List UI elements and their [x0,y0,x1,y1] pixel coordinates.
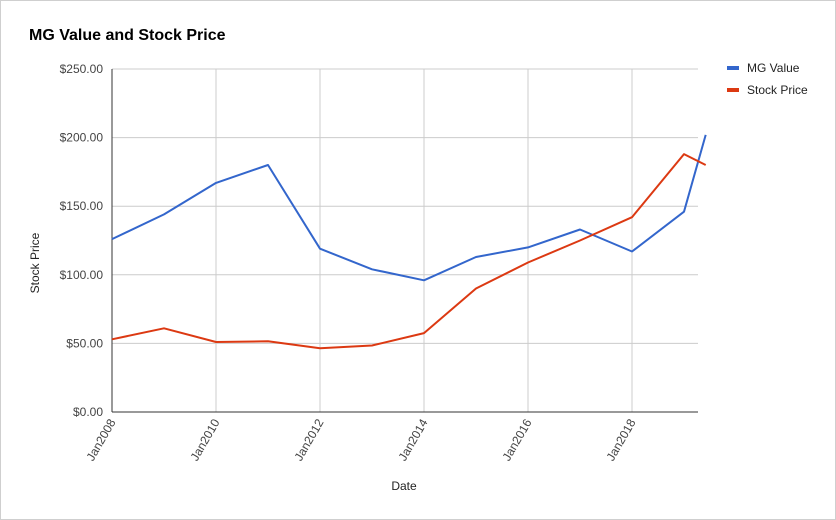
grid-lines [111,68,698,413]
y-tick-label: $200.00 [60,131,104,145]
x-axis-label: Date [391,479,417,493]
x-tick-labels: Jan2008 Jan2010 Jan2012 Jan2014 Jan2016 Jan20… [83,416,638,463]
y-tick-label: $50.00 [66,336,103,350]
legend-label: Stock Price [747,83,808,97]
series-line-stock-price [111,153,707,350]
series-line-mg-value [111,134,707,282]
legend-label: MG Value [747,61,800,75]
legend-swatch [727,88,739,92]
legend-swatch [727,66,739,70]
x-tick-label: Jan2012 [291,416,326,463]
y-tick-labels: $0.00 $50.00 $100.00 $150.00 $200.00 $250.00 [60,62,104,419]
x-tick-label: Jan2016 [499,416,534,463]
x-tick-label: Jan2014 [395,416,430,463]
chart-title: MG Value and Stock Price [29,27,226,44]
y-axis-label: Stock Price [28,232,42,293]
x-tick-label: Jan2008 [83,416,118,463]
y-tick-label: $150.00 [60,199,104,213]
y-tick-label: $250.00 [60,62,104,76]
series-lines [111,134,707,350]
x-tick-label: Jan2010 [187,416,222,463]
y-tick-label: $0.00 [73,405,103,419]
x-tick-label: Jan2018 [603,416,638,463]
y-tick-label: $100.00 [60,268,104,282]
legend: MG Value Stock Price [727,61,808,97]
